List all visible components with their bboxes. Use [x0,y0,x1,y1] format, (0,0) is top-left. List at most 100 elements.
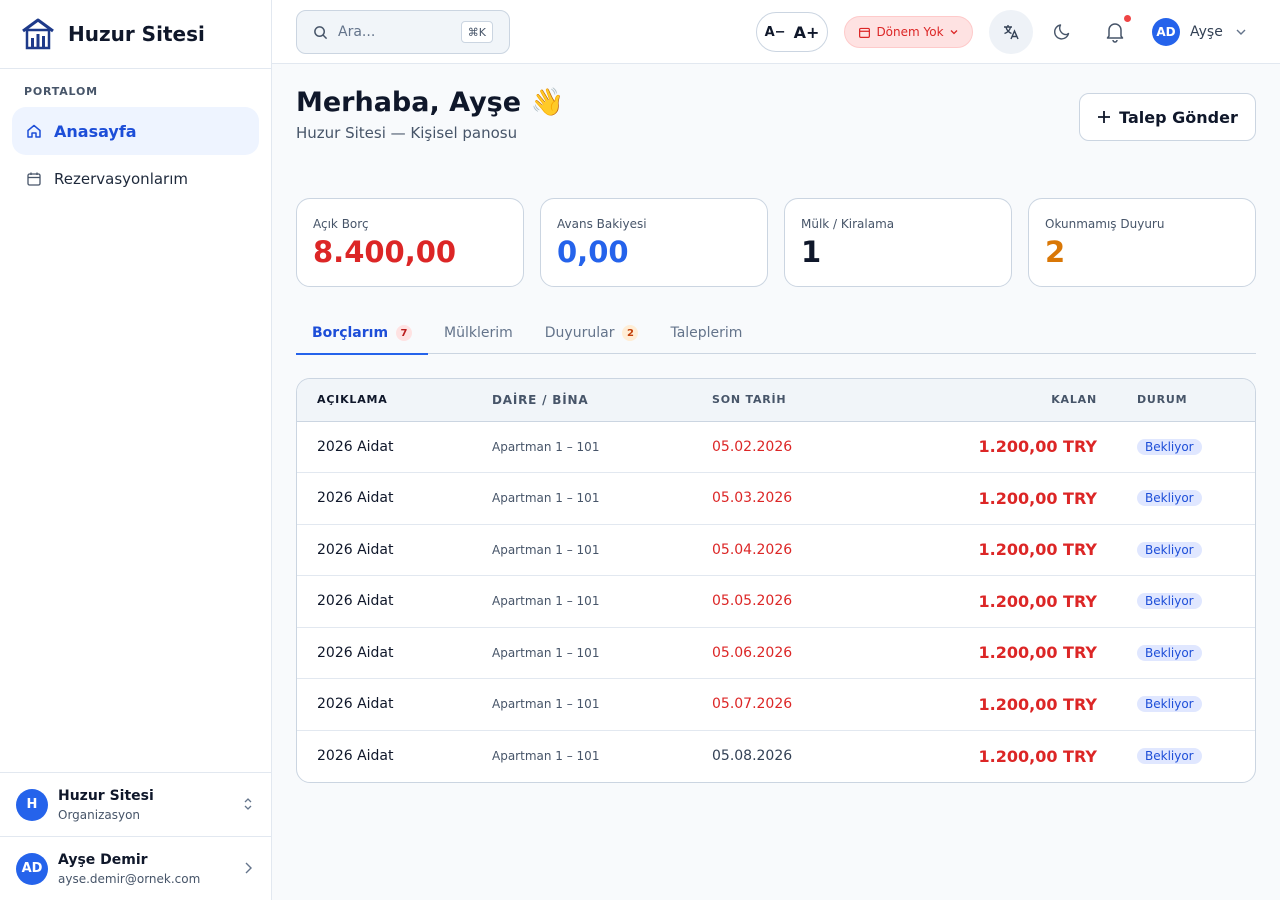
cell-status: Bekliyor [1117,524,1255,576]
cell-remaining: 1.200,00 TRY [902,421,1117,473]
user-profile-card[interactable]: AD Ayşe Demir ayse.demir@ornek.com [0,836,271,900]
tab-requests[interactable]: Taleplerim [654,312,758,354]
tab-bar: Borçlarım 7 Mülklerim Duyurular 2 Talepl… [296,312,1256,355]
cell-status: Bekliyor [1117,421,1255,473]
cell-status: Bekliyor [1117,627,1255,679]
cell-description: 2026 Aidat [297,575,492,628]
tab-badge: 2 [622,325,639,341]
stat-label: Avans Bakiyesi [557,217,647,231]
cell-due-date: 05.03.2026 [712,472,902,525]
tab-label: Mülklerim [444,325,513,341]
sidebar-item-label: Rezervasyonlarım [54,170,188,188]
user-menu-button[interactable]: AD Ayşe [1152,16,1247,48]
status-badge: Bekliyor [1137,696,1202,713]
search-shortcut: ⌘K [460,21,493,43]
table-row[interactable]: 2026 Aidat Apartman 1 – 101 05.07.2026 1.20… [297,678,1255,731]
sidebar-item-reservations[interactable]: Rezervasyonlarım [12,155,259,203]
chevron-down-icon [950,30,958,35]
organization-type: Organizasyon [58,807,141,822]
tab-label: Borçlarım [312,325,389,341]
user-avatar: AD [1152,18,1180,46]
stat-property-rental: Mülk / Kiralama 1 [784,198,1012,287]
stat-label: Mülk / Kiralama [801,217,895,231]
chevron-right-icon [245,862,252,874]
stat-value: 1 [801,235,822,269]
font-size-control: A− A+ [756,12,828,52]
user-name: Ayşe [1190,24,1223,40]
chevron-up-down-icon [244,798,252,810]
table-row[interactable]: 2026 Aidat Apartman 1 – 101 05.06.2026 1.20… [297,627,1255,679]
font-decrease-button[interactable]: A− [764,24,786,40]
font-increase-button[interactable]: A+ [793,22,820,42]
table-header-row: AÇIKLAMA DAİRE / BİNA SON TARİH KALAN DU… [297,379,1255,422]
sidebar-footer: H Huzur Sitesi Organizasyon AD Ayşe Demi… [0,772,271,900]
search-placeholder: Ara... [338,24,376,40]
column-header-status[interactable]: DURUM [1117,379,1255,422]
cell-remaining: 1.200,00 TRY [902,472,1117,525]
cell-due-date: 05.06.2026 [712,627,902,679]
stat-value: 8.400,00 [313,235,457,269]
cell-unit: Apartman 1 – 101 [492,421,712,473]
period-selector[interactable]: Dönem Yok [844,16,973,48]
user-avatar: AD [16,852,48,885]
tab-badge: 7 [396,325,413,341]
stat-advance-balance: Avans Bakiyesi 0,00 [540,198,768,287]
cell-unit: Apartman 1 – 101 [492,524,712,576]
plus-icon [1098,111,1111,123]
tab-properties[interactable]: Mülklerim [428,312,529,354]
tab-label: Taleplerim [670,325,743,341]
organization-avatar: H [16,788,48,821]
sidebar-section-title: PORTALOM [24,85,98,98]
table-row[interactable]: 2026 Aidat Apartman 1 – 101 05.02.2026 1.20… [297,421,1255,473]
sidebar: Huzur Sitesi PORTALOM Anasayfa Rezervasy… [0,0,272,900]
stats-cards: Açık Borç 8.400,00 Avans Bakiyesi 0,00 M… [296,198,1256,287]
sidebar-nav: Anasayfa Rezervasyonlarım [0,99,271,203]
cell-due-date: 05.02.2026 [712,421,902,473]
page-subtitle: Huzur Sitesi — Kişisel panosu [296,124,518,142]
cell-due-date: 05.05.2026 [712,575,902,628]
cell-status: Bekliyor [1117,678,1255,731]
table-row[interactable]: 2026 Aidat Apartman 1 – 101 05.08.2026 1.20… [297,730,1255,782]
cell-remaining: 1.200,00 TRY [902,575,1117,628]
cell-description: 2026 Aidat [297,472,492,525]
user-email: ayse.demir@ornek.com [58,871,201,886]
brand[interactable]: Huzur Sitesi [0,0,271,69]
cell-unit: Apartman 1 – 101 [492,678,712,731]
cell-description: 2026 Aidat [297,678,492,731]
cell-remaining: 1.200,00 TRY [902,524,1117,576]
status-badge: Bekliyor [1137,438,1202,455]
table-row[interactable]: 2026 Aidat Apartman 1 – 101 05.04.2026 1.20… [297,524,1255,576]
tab-announcements[interactable]: Duyurular 2 [529,312,655,354]
send-request-button[interactable]: Talep Gönder [1079,93,1256,141]
tab-debts[interactable]: Borçlarım 7 [296,312,429,355]
cell-due-date: 05.08.2026 [712,748,793,764]
moon-icon[interactable] [1052,20,1074,42]
column-header-remaining[interactable]: KALAN [902,379,1117,422]
cell-unit: Apartman 1 – 101 [492,575,712,628]
stat-unread-announcements: Okunmamış Duyuru 2 [1028,198,1256,287]
user-full-name: Ayşe Demir [58,851,148,868]
notification-dot [1124,15,1131,22]
cell-due-date: 05.07.2026 [712,678,902,731]
home-icon [27,124,41,138]
status-badge: Bekliyor [1137,541,1202,558]
table-row[interactable]: 2026 Aidat Apartman 1 – 101 05.05.2026 1.20… [297,575,1255,628]
cell-description: 2026 Aidat [297,421,492,473]
organization-switcher[interactable]: H Huzur Sitesi Organizasyon [0,772,271,836]
debts-table: AÇIKLAMA DAİRE / BİNA SON TARİH KALAN DU… [296,378,1256,783]
table-row[interactable]: 2026 Aidat Apartman 1 – 101 05.03.2026 1.20… [297,472,1255,525]
search-input[interactable]: Ara... ⌘K [296,10,510,54]
organization-name: Huzur Sitesi [58,787,154,804]
cell-description: 2026 Aidat [317,748,394,764]
translate-icon [1004,25,1019,40]
period-label: Dönem Yok [876,25,944,39]
column-header-unit[interactable]: DAİRE / BİNA [492,379,712,422]
send-request-label: Talep Gönder [1119,107,1238,127]
language-button[interactable] [989,10,1033,54]
column-header-due-date[interactable]: SON TARİH [712,379,902,422]
bell-icon[interactable] [1104,20,1126,44]
column-header-description[interactable]: AÇIKLAMA [297,379,492,422]
status-badge: Bekliyor [1137,748,1202,764]
sidebar-item-home[interactable]: Anasayfa [12,107,259,155]
cell-unit: Apartman 1 – 101 [492,472,712,525]
